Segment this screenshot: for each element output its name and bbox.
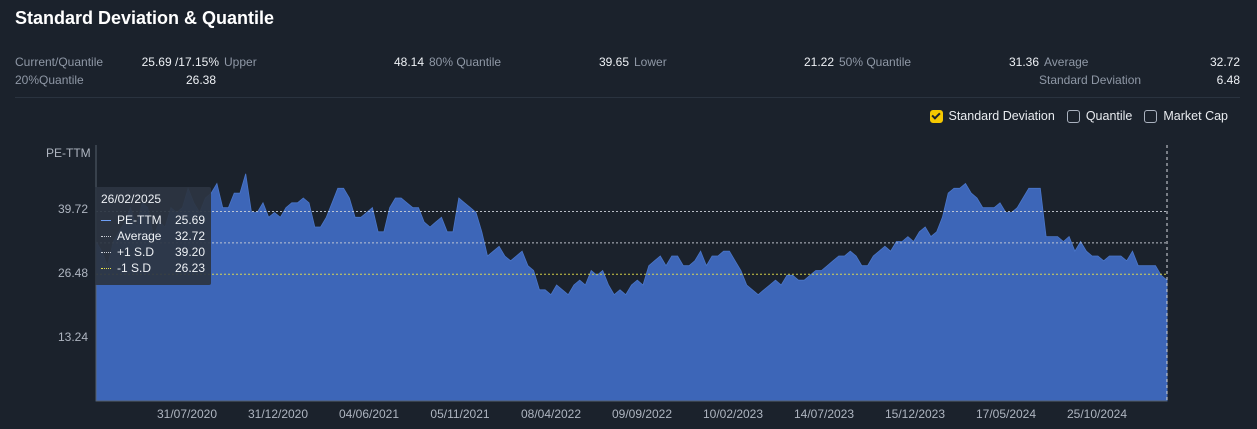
stat-label: 50% Quantile [839, 55, 912, 69]
checkbox-icon[interactable] [1066, 109, 1080, 123]
stat-80-quantile: 80% Quantile 39.65 [424, 53, 629, 71]
pe-ttm-area [95, 173, 1168, 402]
stat-standard-deviation: Standard Deviation 6.48 [1039, 71, 1240, 89]
stat-value: 31.36 [1008, 55, 1039, 69]
stats-row-1: Current/Quantile 25.69 /17.15% Upper 48.14… [15, 53, 1240, 71]
chart-legend: Standard Deviation Quantile Market Cap [929, 109, 1228, 123]
y-tick-label: 26.48 [58, 266, 88, 280]
stat-label: 80% Quantile [429, 55, 502, 69]
x-tick-label: 08/04/2022 [521, 407, 581, 421]
stat-average: Average 32.72 [1039, 53, 1240, 71]
y-axis-label: PE-TTM [46, 146, 91, 160]
tooltip-value: 26.23 [174, 261, 205, 275]
tooltip-row: +1 S.D 39.20 [101, 244, 205, 260]
x-tick-label: 17/05/2024 [976, 407, 1036, 421]
legend-label: Standard Deviation [948, 109, 1055, 123]
stat-label: 20%Quantile [15, 73, 84, 87]
y-tick-label: 13.24 [58, 330, 88, 344]
legend-quantile[interactable]: Quantile [1066, 109, 1133, 123]
stat-label: Current/Quantile [15, 55, 104, 69]
stat-label: Lower [634, 55, 667, 69]
stat-value: 6.48 [1216, 73, 1240, 87]
checkbox-icon[interactable] [1144, 109, 1158, 123]
stats-row-2: 20%Quantile 26.38 Standard Deviation 6.48 [15, 71, 1240, 89]
tooltip-row: Average 32.72 [101, 228, 205, 244]
tooltip-label: Average [117, 229, 162, 243]
stat-value: 25.69 /17.15% [141, 55, 219, 69]
legend-label: Quantile [1085, 109, 1133, 123]
x-tick-label: 31/12/2020 [248, 407, 308, 421]
stat-lower: Lower 21.22 [629, 53, 834, 71]
tooltip-value: 32.72 [174, 229, 205, 243]
stat-value: 39.65 [598, 55, 629, 69]
x-tick-label: 09/09/2022 [612, 407, 672, 421]
series-swatch-icon [101, 219, 111, 221]
stat-label: Average [1044, 55, 1089, 69]
tooltip-value: 25.69 [174, 213, 205, 227]
tooltip-rows: PE-TTM 25.69 Average 32.72 +1 S.D 39.20 -1 S.D… [101, 212, 205, 276]
stat-value: 26.38 [185, 73, 216, 87]
checkbox-icon[interactable] [929, 109, 943, 123]
series-swatch-icon [101, 267, 111, 269]
stat-label: Upper [224, 55, 257, 69]
stats-panel: Current/Quantile 25.69 /17.15% Upper 48.14… [15, 53, 1240, 89]
series-swatch-icon [101, 235, 111, 237]
tooltip-label: +1 S.D [117, 245, 155, 259]
legend-market-cap[interactable]: Market Cap [1144, 109, 1228, 123]
page-title: Standard Deviation & Quantile [15, 8, 275, 28]
legend-label: Market Cap [1163, 109, 1228, 123]
stat-value: 21.22 [803, 55, 834, 69]
x-tick-label: 31/07/2020 [157, 407, 217, 421]
stat-current-quantile: Current/Quantile 25.69 /17.15% [15, 53, 219, 71]
tooltip-date: 26/02/2025 [101, 192, 162, 206]
chart-tooltip: 26/02/2025 PE-TTM 25.69 Average 32.72 +1 S.D… [95, 187, 211, 285]
x-tick-label: 14/07/2023 [794, 407, 854, 421]
legend-standard-deviation[interactable]: Standard Deviation [929, 109, 1055, 123]
stat-50-quantile: 50% Quantile 31.36 [834, 53, 1039, 71]
stat-value: 32.72 [1209, 55, 1240, 69]
tooltip-row: -1 S.D 26.23 [101, 260, 205, 276]
stat-label: Standard Deviation [1039, 73, 1142, 87]
series-swatch-icon [101, 251, 111, 253]
x-tick-label: 10/02/2023 [703, 407, 763, 421]
stat-value: 48.14 [393, 55, 424, 69]
stat-upper: Upper 48.14 [219, 53, 424, 71]
x-tick-label: 15/12/2023 [885, 407, 945, 421]
tooltip-label: -1 S.D [117, 261, 152, 275]
stat-20-quantile: 20%Quantile 26.38 [15, 71, 216, 89]
x-tick-label: 25/10/2024 [1067, 407, 1127, 421]
tooltip-value: 39.20 [174, 245, 205, 259]
tooltip-row: PE-TTM 25.69 [101, 212, 205, 228]
tooltip-label: PE-TTM [117, 213, 162, 227]
x-tick-label: 04/06/2021 [339, 407, 399, 421]
divider [15, 97, 1240, 98]
y-tick-label: 39.72 [58, 202, 88, 216]
x-tick-label: 05/11/2021 [430, 407, 489, 421]
